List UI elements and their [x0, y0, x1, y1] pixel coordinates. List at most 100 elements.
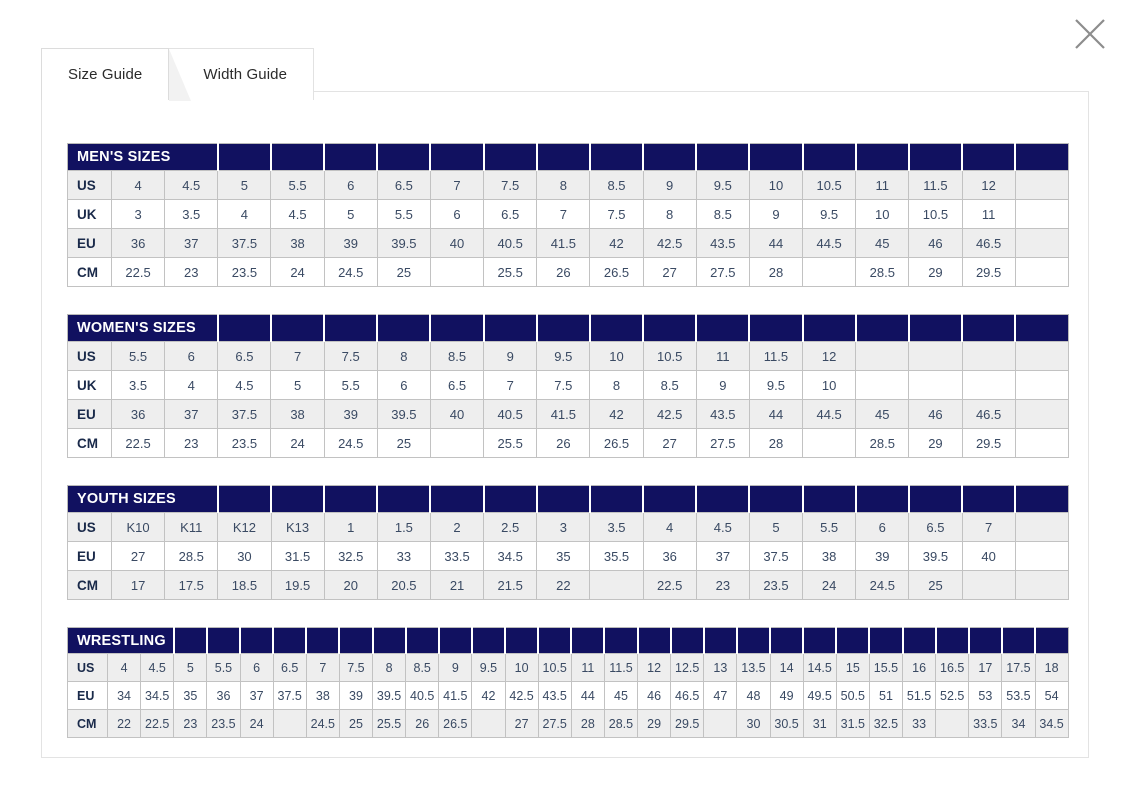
- size-cell: 25.5: [483, 257, 538, 287]
- size-cell: 23: [695, 570, 750, 600]
- size-cell: 24: [270, 257, 325, 287]
- size-cell: 7: [536, 199, 591, 229]
- table-header-cell: [1015, 314, 1069, 342]
- size-cell: 7: [429, 170, 485, 200]
- size-cell: 8: [536, 170, 591, 200]
- size-cell: 5.5: [206, 653, 241, 682]
- size-cell: 8.5: [589, 170, 644, 200]
- size-cell: 1: [323, 512, 378, 542]
- size-cell: [1014, 541, 1069, 571]
- size-cell: 26.5: [438, 709, 473, 738]
- table-header-cell: [271, 485, 326, 513]
- size-cell: 40.5: [483, 228, 538, 258]
- table-header-cell: [372, 627, 407, 654]
- size-cell: 10.5: [642, 341, 697, 371]
- size-cell: 6: [239, 653, 274, 682]
- size-cell: 3.5: [110, 370, 166, 400]
- row-label-us: US: [67, 341, 112, 371]
- table-header-cell: [637, 627, 672, 654]
- size-cell: 28.5: [164, 541, 219, 571]
- tab-bar: Size Guide Width Guide: [41, 48, 315, 101]
- size-cell: 25: [338, 709, 374, 738]
- size-cell: 6: [429, 199, 485, 229]
- size-cell: 10.5: [908, 199, 963, 229]
- size-cell: 8.5: [405, 653, 440, 682]
- size-cell: 36: [110, 399, 166, 429]
- size-table-mens-sizes: MEN'S SIZES US 4 4.5 5 5.5 6 6.5 7 7.5 8 8.5 9 9.5 10 1…: [67, 143, 1069, 287]
- table-header-cell: [836, 627, 871, 654]
- size-cell: 18.5: [217, 570, 272, 600]
- size-cell: 40.5: [405, 681, 440, 710]
- size-cell: 37: [164, 228, 219, 258]
- size-cell: K13: [270, 512, 325, 542]
- table-header-cell: [206, 627, 242, 654]
- table-header-cell: [968, 627, 1003, 654]
- size-cell: 37: [239, 681, 274, 710]
- size-cell: 41.5: [536, 399, 591, 429]
- size-cell: 29: [908, 428, 963, 458]
- size-cell: 7.5: [483, 170, 538, 200]
- table-header-cell: [505, 627, 540, 654]
- size-cell: 22: [536, 570, 591, 600]
- size-cell: 25: [376, 257, 431, 287]
- size-cell: 4: [164, 370, 219, 400]
- size-cell: [961, 341, 1016, 371]
- size-cell: 8.5: [642, 370, 697, 400]
- size-cell: 6.5: [272, 653, 307, 682]
- row-label-us: US: [67, 170, 112, 200]
- size-cell: 6.5: [483, 199, 538, 229]
- size-cell: [802, 428, 857, 458]
- size-cell: 37.5: [217, 399, 272, 429]
- table-header-cell: [604, 627, 639, 654]
- size-cell: [961, 370, 1016, 400]
- size-cell: 12.5: [670, 653, 705, 682]
- tab-size-guide[interactable]: Size Guide: [41, 48, 170, 100]
- size-cell: 26: [405, 709, 440, 738]
- table-header-cell: [589, 143, 645, 171]
- table-row: EU 36 37 37.5 38 39 39.5 40 40.5 41.5 42 42.5 43.5 44…: [67, 228, 1069, 258]
- size-table-wrestling-sizes: WRESTLING US 4 4.5 5 5.5 6 6.5 7 7.5 8 8.5 9 9.5 10 10.…: [67, 627, 1069, 738]
- size-cell: 53: [968, 681, 1003, 710]
- table-header-row: WRESTLING: [67, 627, 1069, 654]
- size-cell: 48: [736, 681, 771, 710]
- size-cell: 6: [164, 341, 219, 371]
- size-cell: 7: [961, 512, 1016, 542]
- size-cell: 11.5: [603, 653, 639, 682]
- size-cell: 16: [902, 653, 937, 682]
- table-header-cell: [643, 143, 698, 171]
- table-header-cell: [703, 627, 738, 654]
- table-header-cell: [430, 143, 485, 171]
- tab-width-guide[interactable]: Width Guide: [168, 48, 315, 101]
- size-cell: 9.5: [748, 370, 804, 400]
- table-header-cell: [217, 485, 273, 513]
- table-header-cell: [405, 627, 440, 654]
- table-header-cell: [589, 485, 645, 513]
- size-cell: 17.5: [164, 570, 219, 600]
- size-cell: 21: [429, 570, 485, 600]
- size-cell: 44.5: [802, 399, 857, 429]
- size-cell: 4.5: [695, 512, 750, 542]
- table-header-cell: [377, 485, 432, 513]
- size-cell: 14.5: [802, 653, 837, 682]
- size-cell: 38: [270, 399, 325, 429]
- size-cell: 23.5: [748, 570, 804, 600]
- size-cell: 10.5: [537, 653, 572, 682]
- size-cell: 29.5: [961, 257, 1016, 287]
- size-cell: 18: [1034, 653, 1069, 682]
- size-cell: 11: [855, 170, 910, 200]
- size-cell: 39.5: [376, 228, 431, 258]
- close-icon[interactable]: [1068, 12, 1112, 56]
- table-header-cell: [377, 143, 432, 171]
- size-cell: 49.5: [802, 681, 837, 710]
- size-cell: [1014, 428, 1069, 458]
- row-label-eu: EU: [67, 681, 108, 710]
- size-cell: 6.5: [429, 370, 485, 400]
- size-cell: 9: [748, 199, 804, 229]
- row-label-uk: UK: [67, 199, 112, 229]
- size-cell: 29.5: [961, 428, 1016, 458]
- size-cell: 40.5: [483, 399, 538, 429]
- table-header-cell: [571, 627, 606, 654]
- size-cell: 4.5: [140, 653, 175, 682]
- size-cell: 5: [270, 370, 325, 400]
